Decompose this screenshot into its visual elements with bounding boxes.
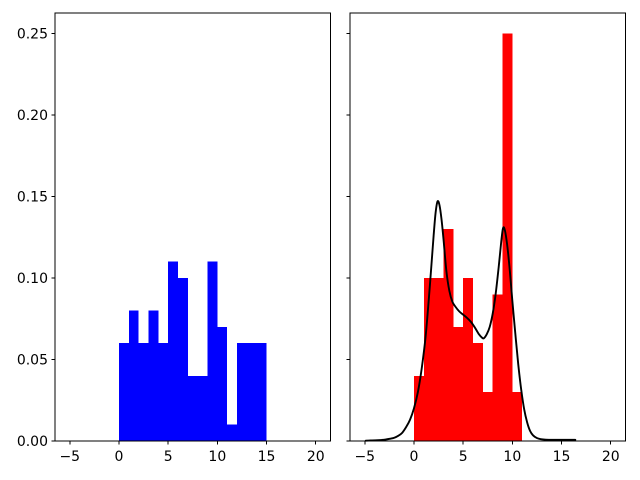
y-tick-label: 0.25 [17,26,48,42]
x-tick-label: 0 [409,449,418,465]
y-tick-label: 0.10 [17,271,48,287]
x-tick-label: 5 [459,449,468,465]
x-tick-label: 5 [164,449,173,465]
x-tick-label: 15 [553,449,571,465]
x-tick-label: 0 [114,449,123,465]
left-histogram-axes: −5 0 5 10 15 20 0.00 0.05 0.10 0.15 0.20 0.25 [17,12,331,465]
x-tick-label: −5 [59,449,80,465]
kde-curve [364,200,577,442]
y-tick-label: 0.05 [17,352,48,368]
y-tick-label: 0.20 [17,108,48,124]
x-tick-label: 15 [258,449,276,465]
axes-frame [54,12,331,442]
x-tick-label: 20 [602,449,620,465]
right-histogram-kde-bars [413,33,523,441]
x-tick-label: 10 [208,449,226,465]
x-tick-label: −5 [354,449,375,465]
y-tick-label: 0.00 [17,434,48,450]
right-histogram-kde-axes: −5 0 5 10 15 20 [346,12,626,465]
x-tick-label: 20 [307,449,325,465]
y-tick-label: 0.15 [17,189,48,205]
x-tick-label: 10 [503,449,521,465]
left-histogram-bars [118,261,267,441]
axes-frame [349,12,626,442]
